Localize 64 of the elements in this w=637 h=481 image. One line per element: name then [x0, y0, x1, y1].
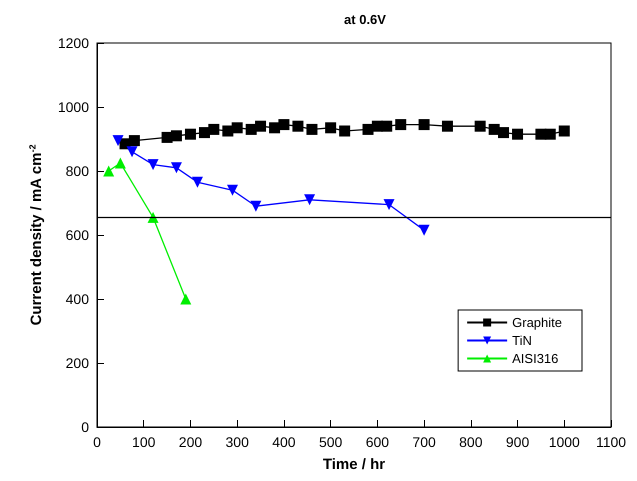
- x-tick-label: 600: [366, 434, 390, 450]
- x-tick-label: 1000: [548, 434, 580, 450]
- chart-title: at 0.6V: [344, 12, 386, 27]
- legend-label: Graphite: [512, 315, 562, 330]
- x-tick-label: 500: [318, 434, 343, 450]
- point: [474, 120, 486, 132]
- y-tick-label: 1200: [58, 35, 90, 51]
- point: [246, 124, 257, 135]
- legend-label: AISI316: [512, 351, 558, 366]
- point: [198, 127, 210, 138]
- point: [269, 122, 280, 134]
- point: [112, 135, 124, 146]
- x-tick-label: 200: [178, 434, 202, 450]
- point: [498, 127, 510, 138]
- x-tick-label: 0: [93, 434, 102, 450]
- y-tick-label: 800: [66, 163, 90, 179]
- point: [250, 200, 262, 212]
- point: [232, 122, 243, 134]
- point: [180, 294, 192, 304]
- point: [148, 212, 159, 223]
- x-axis-title: Time / hr: [322, 456, 386, 473]
- point: [418, 224, 430, 236]
- x-tick-label: 900: [506, 434, 530, 450]
- y-axis-title: Current density / mA cm-2: [28, 144, 45, 326]
- legend-label: TiN: [512, 333, 532, 348]
- point: [488, 124, 500, 135]
- point: [114, 158, 126, 168]
- point: [384, 199, 395, 210]
- point: [126, 146, 138, 158]
- point: [339, 126, 350, 136]
- y-tick-label: 600: [66, 227, 90, 243]
- point: [148, 159, 159, 170]
- point: [512, 128, 524, 140]
- x-tick-label: 1100: [596, 434, 626, 450]
- point: [208, 124, 220, 135]
- point: [306, 124, 318, 135]
- point: [442, 120, 453, 132]
- x-tick-label: 800: [459, 434, 483, 450]
- point: [184, 128, 196, 140]
- point: [170, 130, 182, 142]
- y-tick-label: 1000: [58, 99, 90, 115]
- point: [192, 176, 203, 188]
- point: [103, 166, 114, 176]
- x-tick-label: 100: [132, 434, 156, 450]
- point: [418, 119, 430, 130]
- point: [544, 128, 556, 140]
- point: [558, 126, 570, 136]
- y-tick-label: 400: [66, 291, 90, 307]
- point: [170, 162, 182, 174]
- x-tick-label: 700: [412, 434, 436, 450]
- x-tick-label: 300: [226, 434, 250, 450]
- point: [292, 120, 304, 132]
- x-tick-label: 400: [272, 434, 296, 450]
- point: [128, 135, 140, 146]
- point: [255, 120, 266, 132]
- point: [227, 184, 238, 196]
- point: [325, 122, 336, 134]
- point: [395, 119, 406, 130]
- y-tick-label: 200: [66, 355, 90, 371]
- point: [278, 119, 290, 130]
- point: [304, 194, 316, 206]
- point: [381, 120, 392, 132]
- point: [362, 124, 374, 135]
- y-tick-label: 0: [81, 419, 90, 435]
